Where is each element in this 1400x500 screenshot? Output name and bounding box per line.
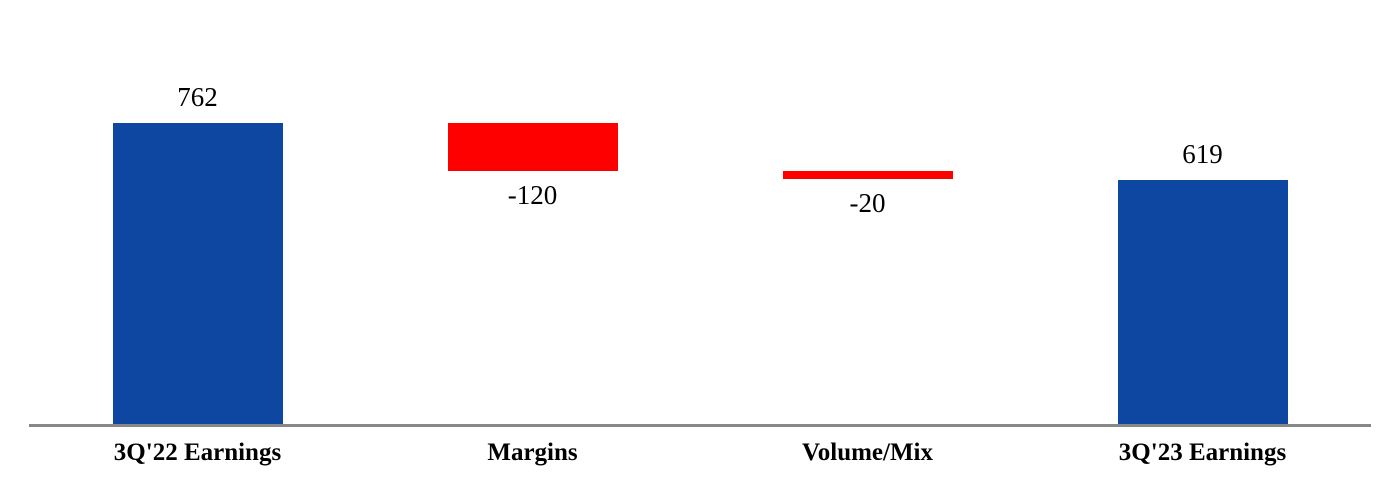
data-label-margins: -120 bbox=[507, 179, 558, 210]
bar-volume-mix bbox=[782, 171, 953, 180]
bar-3q-23-earnings bbox=[1117, 179, 1288, 425]
bar-margins bbox=[447, 123, 618, 171]
x-axis-line bbox=[29, 424, 1371, 427]
bar-3q-22-earnings bbox=[112, 123, 283, 425]
category-label-3q-23-earnings: 3Q'23 Earnings bbox=[1118, 439, 1287, 466]
data-label-3q-22-earnings: 762 bbox=[177, 82, 218, 112]
data-label-3q-23-earnings: 619 bbox=[1182, 138, 1223, 169]
data-label-volume-mix: -20 bbox=[849, 188, 886, 219]
category-label-volume-mix: Volume/Mix bbox=[801, 439, 934, 466]
category-label-margins: Margins bbox=[487, 439, 578, 466]
category-label-3q-22-earnings: 3Q'22 Earnings bbox=[113, 439, 282, 466]
